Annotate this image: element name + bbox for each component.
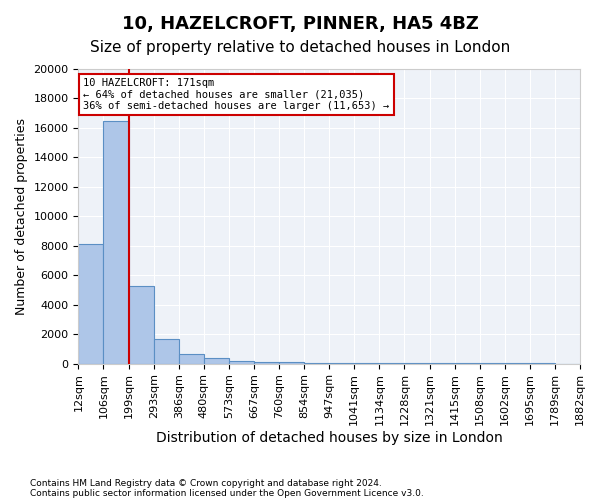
Text: 10, HAZELCROFT, PINNER, HA5 4BZ: 10, HAZELCROFT, PINNER, HA5 4BZ: [122, 15, 478, 33]
Text: Contains public sector information licensed under the Open Government Licence v3: Contains public sector information licen…: [30, 488, 424, 498]
Bar: [354, 363, 379, 364]
Bar: [229, 360, 254, 364]
Bar: [254, 362, 279, 364]
Bar: [304, 362, 329, 364]
Bar: [179, 354, 204, 364]
Bar: [154, 338, 179, 363]
Bar: [379, 363, 404, 364]
Bar: [103, 120, 128, 364]
Text: Size of property relative to detached houses in London: Size of property relative to detached ho…: [90, 40, 510, 55]
Bar: [204, 358, 229, 364]
Text: 10 HAZELCROFT: 171sqm
← 64% of detached houses are smaller (21,035)
36% of semi-: 10 HAZELCROFT: 171sqm ← 64% of detached …: [83, 78, 389, 111]
Bar: [279, 362, 304, 364]
Bar: [329, 363, 354, 364]
Bar: [79, 244, 103, 364]
Y-axis label: Number of detached properties: Number of detached properties: [15, 118, 28, 315]
Bar: [128, 286, 154, 364]
Text: Contains HM Land Registry data © Crown copyright and database right 2024.: Contains HM Land Registry data © Crown c…: [30, 478, 382, 488]
X-axis label: Distribution of detached houses by size in London: Distribution of detached houses by size …: [156, 431, 503, 445]
